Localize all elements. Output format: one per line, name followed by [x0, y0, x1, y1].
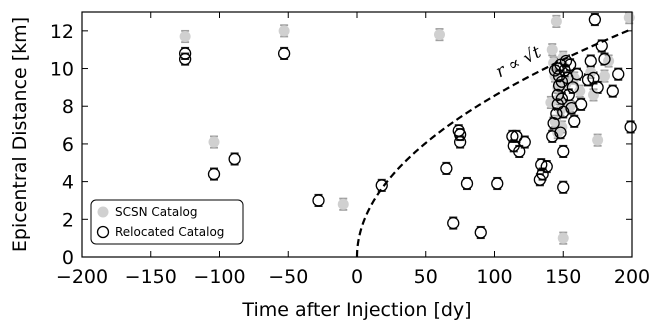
scsn-point [585, 66, 597, 78]
relocated-point [375, 179, 388, 192]
scsn-point [179, 31, 191, 42]
relocated-point [562, 88, 575, 102]
relocated-point [570, 68, 584, 81]
relocated-point [506, 130, 519, 143]
relocated-point [588, 13, 602, 26]
relocated-point [557, 181, 570, 194]
relocated-point [474, 226, 487, 239]
plot-area [178, 12, 637, 258]
x-tick-label: 200 [614, 266, 650, 288]
relocated-point [612, 68, 625, 81]
relocated-point [513, 145, 526, 158]
scsn-point [434, 29, 445, 41]
y-tick-label: 10 [50, 59, 74, 81]
relocated-point [453, 128, 467, 141]
x-tick-label: 0 [351, 266, 363, 288]
scsn-point [545, 96, 557, 108]
x-tick-label: −50 [268, 266, 308, 288]
relocated-point [447, 216, 460, 230]
scsn-point [550, 15, 562, 27]
y-tick-label: 2 [62, 209, 74, 231]
relocated-point [312, 194, 325, 207]
x-axis-label: Time after Injection [dy] [241, 299, 471, 321]
scsn-point [208, 136, 220, 148]
relocated-point [557, 145, 570, 158]
legend-label-relocated: Relocated Catalog [115, 225, 224, 239]
x-tick-label: 50 [414, 266, 438, 288]
scsn-point [557, 232, 569, 244]
relocated-point [550, 107, 563, 120]
legend-label-scsn: SCSN Catalog [115, 205, 198, 219]
relocated-point [228, 152, 241, 166]
relocated-point [491, 177, 504, 190]
relocated-point [554, 126, 567, 139]
relocated-point [546, 130, 559, 143]
y-tick-label: 8 [62, 96, 74, 118]
scsn-point [599, 70, 610, 82]
relocated-point [547, 117, 560, 130]
relocated-point [584, 54, 597, 68]
scsn-point [337, 198, 349, 210]
x-tick-label: 100 [476, 266, 512, 288]
relocated-point [566, 81, 580, 94]
relocated-point [178, 47, 192, 60]
relocated-point [178, 52, 192, 66]
y-tick-label: 12 [50, 21, 74, 43]
relocated-point [581, 73, 595, 86]
relocated-point [606, 85, 619, 98]
relocated-point [453, 135, 467, 149]
relocated-points [178, 13, 637, 239]
relocated-point [555, 92, 569, 105]
legend: SCSN Catalog Relocated Catalog [90, 199, 244, 245]
relocated-point [536, 167, 549, 181]
y-tick-label: 0 [62, 247, 74, 269]
y-axis-ticks: 0 2 4 6 8 10 12 [50, 21, 632, 269]
relocated-point [552, 79, 566, 92]
relocated-point [559, 54, 573, 68]
scsn-point [278, 25, 290, 37]
relocated-point [598, 52, 611, 66]
legend-marker-scsn [97, 206, 109, 218]
relocated-point [277, 47, 291, 60]
relocated-point [535, 158, 548, 171]
relocated-point [624, 120, 637, 134]
fit-curve [355, 27, 633, 258]
relocated-point [568, 115, 581, 128]
legend-marker-relocated [96, 225, 110, 239]
scsn-point [623, 12, 635, 24]
x-tick-label: −100 [193, 266, 245, 288]
relocated-point [510, 130, 523, 143]
relocated-point [551, 62, 564, 75]
relocated-point [574, 98, 588, 111]
relocated-point [548, 64, 562, 77]
relocated-point [563, 58, 577, 71]
relocated-point [557, 105, 570, 119]
legend-box [90, 199, 244, 245]
scsn-point [592, 134, 604, 146]
relocated-point [595, 39, 608, 53]
y-tick-label: 6 [62, 134, 74, 156]
x-axis-ticks: −200 −150 −100 −50 0 50 100 150 200 [56, 12, 650, 288]
y-tick-label: 4 [62, 172, 74, 194]
relocated-point [591, 81, 604, 94]
y-axis-label: Epicentral Distance [km] [9, 17, 31, 252]
relocated-point [460, 177, 474, 190]
relocated-point [533, 173, 547, 186]
relocated-point [518, 135, 531, 149]
scsn-point [574, 85, 586, 97]
relocated-point [207, 167, 221, 181]
x-tick-label: −150 [125, 266, 177, 288]
scsn-point [603, 55, 615, 67]
x-tick-label: 150 [545, 266, 581, 288]
relocated-point [540, 160, 553, 173]
scsn-point [546, 44, 558, 56]
relocated-point [440, 162, 453, 175]
x-tick-label: −200 [56, 266, 108, 288]
